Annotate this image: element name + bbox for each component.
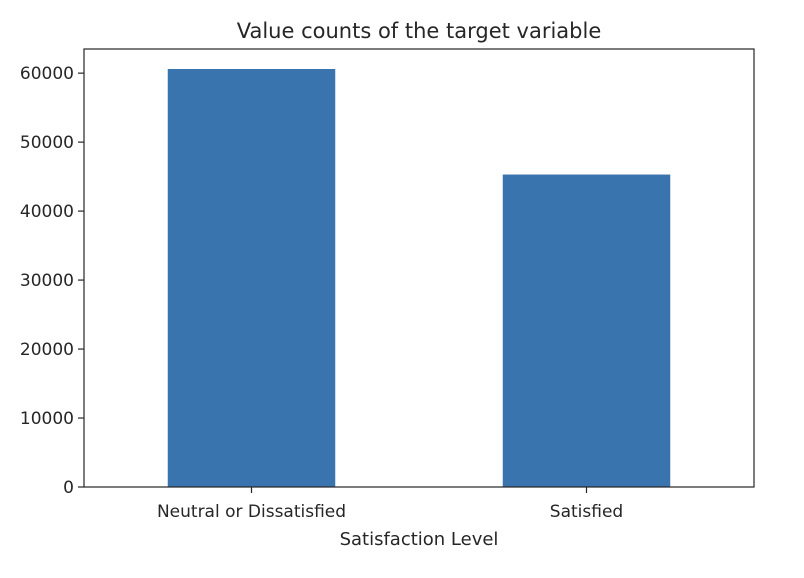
y-axis: 0 10000 20000 30000 40000 50000 60000 — [20, 64, 84, 498]
x-tick-label: Neutral or Dissatisfied — [157, 502, 346, 522]
y-tick-label: 60000 — [20, 64, 74, 84]
y-tick-label: 10000 — [20, 409, 74, 429]
y-tick-label: 50000 — [20, 133, 74, 153]
x-axis: Neutral or Dissatisfied Satisfied — [157, 487, 623, 522]
bar-1 — [502, 174, 671, 488]
y-tick-label: 40000 — [20, 202, 74, 222]
chart-title: Value counts of the target variable — [237, 19, 602, 43]
plot-area-frame — [83, 48, 755, 488]
y-tick-label: 20000 — [20, 340, 74, 360]
bars-layer — [167, 69, 671, 488]
y-tick-label: 0 — [63, 478, 74, 498]
x-axis-title: Satisfaction Level — [340, 529, 499, 550]
x-tick-label: Satisfied — [550, 502, 623, 522]
y-tick-label: 30000 — [20, 271, 74, 291]
bar-0 — [167, 69, 336, 487]
